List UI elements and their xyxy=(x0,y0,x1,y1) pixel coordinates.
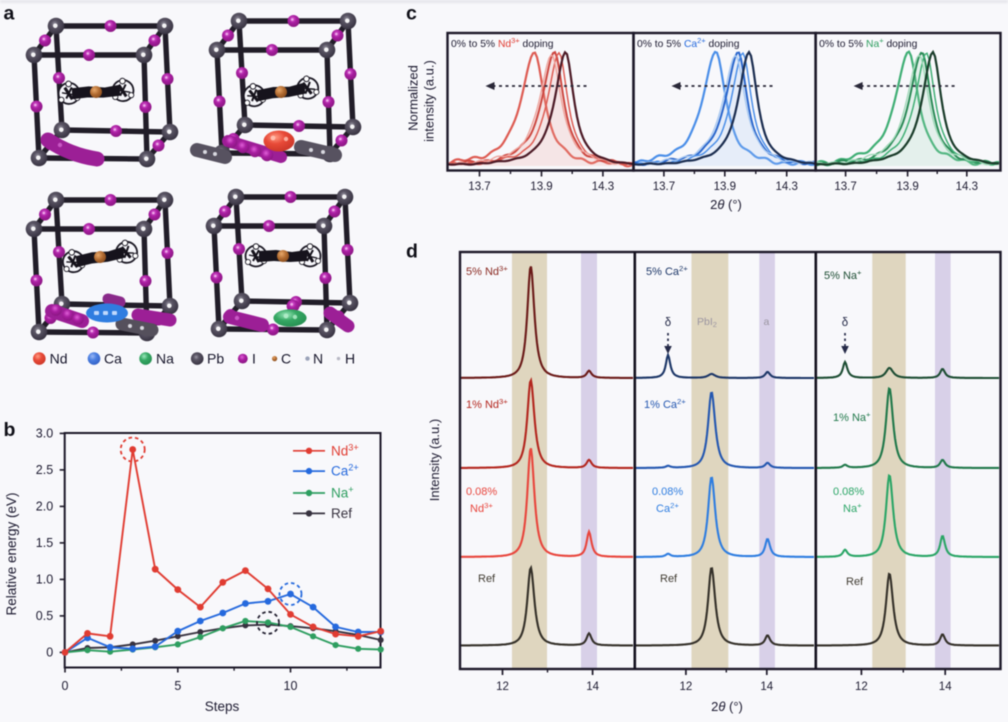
svg-text:I: I xyxy=(252,351,256,367)
svg-text:Na: Na xyxy=(156,351,174,367)
svg-text:0% to 5% Ca2+ doping: 0% to 5% Ca2+ doping xyxy=(637,36,740,50)
svg-text:Ca: Ca xyxy=(104,351,122,367)
svg-text:12: 12 xyxy=(680,681,693,693)
svg-text:2θ (°): 2θ (°) xyxy=(711,699,743,714)
svg-text:0.08%: 0.08% xyxy=(652,486,683,498)
svg-text:0.08%: 0.08% xyxy=(466,486,497,498)
svg-text:14: 14 xyxy=(586,681,599,693)
svg-text:0: 0 xyxy=(62,679,69,693)
svg-text:3.0: 3.0 xyxy=(36,426,53,440)
svg-text:1.5: 1.5 xyxy=(36,536,53,550)
svg-text:Relative energy (eV): Relative energy (eV) xyxy=(4,492,19,615)
svg-text:Na+: Na+ xyxy=(843,501,862,515)
svg-text:intensity (a.u.): intensity (a.u.) xyxy=(422,60,437,142)
svg-text:13.7: 13.7 xyxy=(653,181,675,193)
svg-text:Na+: Na+ xyxy=(331,485,354,501)
svg-text:14.3: 14.3 xyxy=(956,181,978,193)
svg-text:c: c xyxy=(406,3,417,25)
svg-text:0% to 5% Na+ doping: 0% to 5% Na+ doping xyxy=(819,36,918,50)
svg-text:5: 5 xyxy=(174,679,181,693)
svg-text:5% Na+: 5% Na+ xyxy=(824,268,862,282)
svg-text:13.7: 13.7 xyxy=(468,181,490,193)
svg-text:0% to 5% Nd3+ doping: 0% to 5% Nd3+ doping xyxy=(451,36,554,50)
svg-text:Ref: Ref xyxy=(331,506,352,521)
svg-text:Nd: Nd xyxy=(50,351,68,367)
svg-text:Normalized: Normalized xyxy=(406,65,421,131)
svg-text:C: C xyxy=(281,351,291,367)
svg-text:0.08%: 0.08% xyxy=(833,486,864,498)
svg-text:2θ (°): 2θ (°) xyxy=(710,197,742,212)
svg-text:1% Na+: 1% Na+ xyxy=(833,410,871,424)
svg-text:δ: δ xyxy=(842,317,848,329)
svg-text:12: 12 xyxy=(855,681,868,693)
svg-text:5% Ca2+: 5% Ca2+ xyxy=(646,264,688,278)
svg-text:14.3: 14.3 xyxy=(592,181,614,193)
svg-text:a: a xyxy=(4,3,15,25)
svg-text:0: 0 xyxy=(46,645,53,659)
svg-text:Ref: Ref xyxy=(846,576,864,588)
svg-text:1% Ca2+: 1% Ca2+ xyxy=(644,397,686,411)
svg-text:14.3: 14.3 xyxy=(776,181,798,193)
svg-text:13.9: 13.9 xyxy=(896,181,918,193)
svg-text:Pb: Pb xyxy=(207,351,224,367)
svg-text:13.9: 13.9 xyxy=(530,181,552,193)
svg-text:Intensity (a.u.): Intensity (a.u.) xyxy=(427,419,442,501)
svg-text:d: d xyxy=(406,241,418,263)
svg-text:14: 14 xyxy=(760,681,773,693)
svg-text:13.9: 13.9 xyxy=(714,181,736,193)
svg-text:2.5: 2.5 xyxy=(36,463,53,477)
svg-text:1% Nd3+: 1% Nd3+ xyxy=(466,397,508,411)
svg-text:Nd3+: Nd3+ xyxy=(470,501,493,515)
svg-text:δ: δ xyxy=(665,317,671,329)
svg-text:12: 12 xyxy=(496,681,509,693)
svg-text:2.0: 2.0 xyxy=(36,499,53,513)
svg-text:H: H xyxy=(345,351,355,367)
svg-text:PbI2: PbI2 xyxy=(697,316,717,329)
svg-text:14: 14 xyxy=(939,681,952,693)
svg-text:Ref: Ref xyxy=(478,573,496,585)
svg-text:10: 10 xyxy=(284,679,298,693)
svg-text:b: b xyxy=(4,419,16,441)
svg-text:a: a xyxy=(764,316,770,328)
svg-text:N: N xyxy=(313,351,323,367)
svg-text:1.0: 1.0 xyxy=(36,572,53,586)
svg-text:Steps: Steps xyxy=(205,699,240,714)
svg-text:Ref: Ref xyxy=(660,573,678,585)
svg-text:Ca2+: Ca2+ xyxy=(656,501,679,515)
svg-text:13.7: 13.7 xyxy=(834,181,856,193)
svg-text:5% Nd3+: 5% Nd3+ xyxy=(466,264,508,278)
svg-text:0.5: 0.5 xyxy=(36,609,53,623)
